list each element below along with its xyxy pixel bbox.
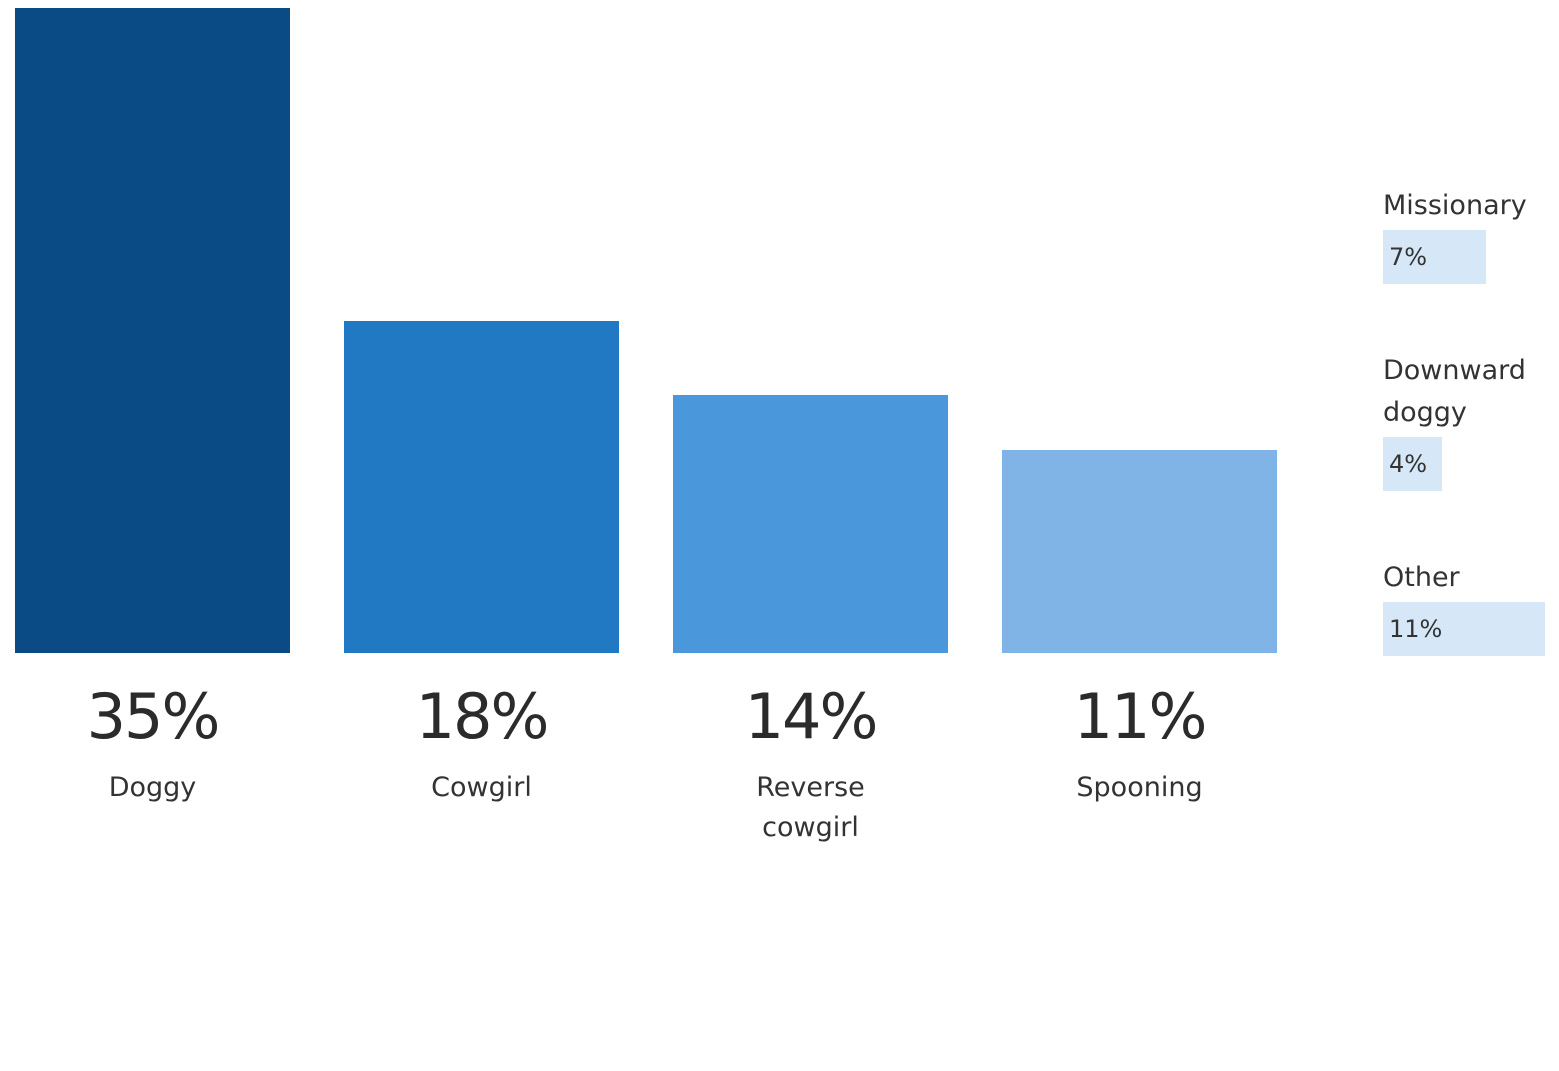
value-label: 14% <box>744 680 879 753</box>
side-bar <box>1383 437 1442 491</box>
side-label: Missionary <box>1383 190 1527 221</box>
side-bar <box>1383 230 1487 284</box>
side-value-label: 4% <box>1389 450 1428 478</box>
side-bar <box>1383 602 1545 656</box>
side-label: Other <box>1383 562 1460 593</box>
side-value-label: 11% <box>1389 615 1443 643</box>
category-label: Doggy <box>108 772 197 803</box>
value-label: 35% <box>86 680 221 753</box>
side-value-label: 7% <box>1389 243 1428 271</box>
category-label: Spooning <box>1076 772 1203 803</box>
side-label: Downward doggy <box>1383 355 1526 428</box>
category-label: Reverse cowgirl <box>756 772 865 843</box>
value-label: 11% <box>1073 680 1208 753</box>
bar <box>344 321 619 653</box>
bar <box>673 395 948 653</box>
bar <box>15 8 290 653</box>
bar <box>1002 450 1277 653</box>
value-label: 18% <box>415 680 550 753</box>
category-label: Cowgirl <box>431 772 532 803</box>
